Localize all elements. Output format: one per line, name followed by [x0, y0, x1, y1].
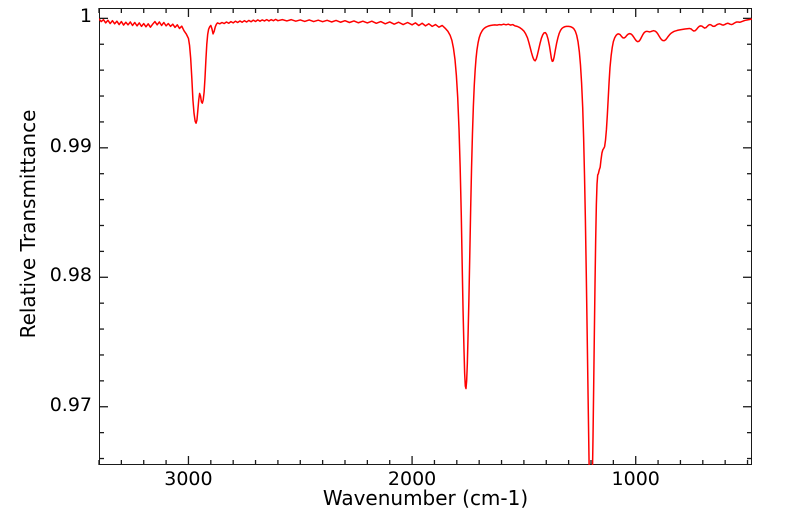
y-tick-label: 1	[79, 5, 92, 28]
y-tick-label: 0.97	[49, 393, 92, 416]
x-tick-label: 3000	[164, 468, 213, 490]
x-tick-label: 1000	[611, 468, 660, 490]
y-axis-tick-labels: 1 0.99 0.98 0.97	[40, 0, 92, 516]
plot-frame	[99, 8, 752, 465]
x-tick-label: 2000	[387, 468, 437, 490]
y-tick-label: 0.99	[49, 134, 92, 157]
x-axis-title: Wavenumber (cm-1)	[322, 486, 529, 510]
axis-ticks	[98, 8, 752, 465]
y-tick-label: 0.98	[49, 264, 92, 287]
transmittance-trace	[99, 18, 752, 465]
